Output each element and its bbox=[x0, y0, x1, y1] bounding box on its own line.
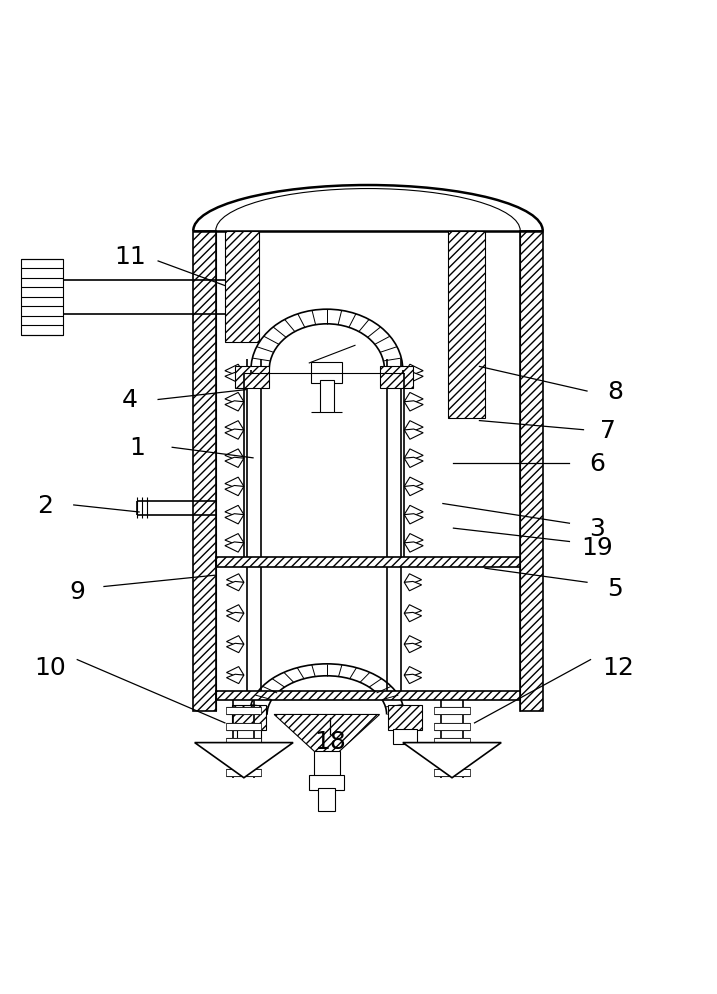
Bar bbox=[234, 367, 268, 388]
Polygon shape bbox=[225, 373, 244, 384]
Polygon shape bbox=[404, 458, 423, 468]
Bar bbox=[216, 691, 521, 701]
Bar bbox=[232, 706, 266, 731]
Bar bbox=[435, 708, 470, 715]
Text: 18: 18 bbox=[315, 730, 346, 753]
Polygon shape bbox=[227, 636, 244, 645]
Polygon shape bbox=[404, 675, 422, 684]
Bar bbox=[435, 754, 470, 761]
Text: 9: 9 bbox=[70, 580, 85, 603]
Text: 6: 6 bbox=[589, 451, 606, 475]
Bar bbox=[227, 769, 262, 776]
Polygon shape bbox=[195, 743, 293, 778]
Polygon shape bbox=[404, 365, 423, 375]
Polygon shape bbox=[404, 421, 423, 431]
Text: 8: 8 bbox=[607, 380, 623, 404]
Bar bbox=[521, 232, 543, 712]
Bar bbox=[318, 788, 336, 812]
Text: 3: 3 bbox=[589, 517, 605, 541]
Text: 10: 10 bbox=[34, 655, 67, 679]
Bar bbox=[216, 558, 521, 568]
Text: 5: 5 bbox=[607, 577, 623, 600]
Text: 11: 11 bbox=[114, 245, 146, 268]
Polygon shape bbox=[227, 575, 244, 583]
Polygon shape bbox=[404, 486, 423, 496]
Polygon shape bbox=[227, 612, 244, 622]
Polygon shape bbox=[225, 534, 244, 545]
Bar bbox=[311, 362, 342, 384]
Polygon shape bbox=[404, 429, 423, 439]
Text: 19: 19 bbox=[581, 536, 614, 560]
Polygon shape bbox=[225, 478, 244, 488]
Polygon shape bbox=[227, 581, 244, 591]
Bar bbox=[379, 367, 413, 388]
Polygon shape bbox=[225, 543, 244, 553]
Bar bbox=[227, 724, 262, 731]
Polygon shape bbox=[404, 514, 423, 525]
Polygon shape bbox=[404, 636, 422, 645]
Bar bbox=[435, 769, 470, 776]
Polygon shape bbox=[227, 667, 244, 676]
Bar bbox=[435, 724, 470, 731]
Polygon shape bbox=[404, 449, 423, 459]
Polygon shape bbox=[227, 644, 244, 653]
Bar bbox=[320, 381, 334, 413]
Polygon shape bbox=[225, 365, 244, 375]
Bar bbox=[237, 729, 261, 745]
Bar bbox=[449, 232, 485, 418]
Text: 2: 2 bbox=[37, 493, 54, 518]
Polygon shape bbox=[404, 543, 423, 553]
Polygon shape bbox=[274, 715, 379, 753]
Bar bbox=[225, 232, 259, 343]
Bar bbox=[227, 739, 262, 746]
Polygon shape bbox=[404, 581, 422, 591]
Polygon shape bbox=[404, 393, 423, 404]
Polygon shape bbox=[404, 605, 422, 614]
Polygon shape bbox=[225, 449, 244, 459]
Polygon shape bbox=[404, 575, 422, 583]
Bar bbox=[227, 754, 262, 761]
Polygon shape bbox=[404, 534, 423, 545]
Polygon shape bbox=[225, 421, 244, 431]
Bar bbox=[194, 232, 216, 712]
Bar bbox=[435, 739, 470, 746]
Polygon shape bbox=[227, 675, 244, 684]
Polygon shape bbox=[404, 612, 422, 622]
Polygon shape bbox=[404, 667, 422, 676]
Polygon shape bbox=[404, 478, 423, 488]
Polygon shape bbox=[404, 506, 423, 516]
Bar bbox=[21, 259, 63, 335]
Polygon shape bbox=[225, 486, 244, 496]
Polygon shape bbox=[225, 458, 244, 468]
Bar bbox=[393, 729, 417, 745]
Polygon shape bbox=[225, 506, 244, 516]
Polygon shape bbox=[225, 429, 244, 439]
Polygon shape bbox=[225, 514, 244, 525]
Bar bbox=[388, 706, 422, 731]
Polygon shape bbox=[227, 605, 244, 614]
Text: 7: 7 bbox=[600, 418, 616, 442]
Polygon shape bbox=[404, 402, 423, 412]
Text: 1: 1 bbox=[129, 435, 145, 460]
Bar bbox=[309, 775, 344, 790]
Bar bbox=[227, 708, 262, 715]
Text: 4: 4 bbox=[122, 388, 138, 413]
Polygon shape bbox=[225, 393, 244, 404]
Text: 12: 12 bbox=[603, 655, 635, 679]
Polygon shape bbox=[225, 402, 244, 412]
Polygon shape bbox=[404, 373, 423, 384]
Bar bbox=[314, 751, 340, 778]
Polygon shape bbox=[403, 743, 501, 778]
Polygon shape bbox=[404, 644, 422, 653]
